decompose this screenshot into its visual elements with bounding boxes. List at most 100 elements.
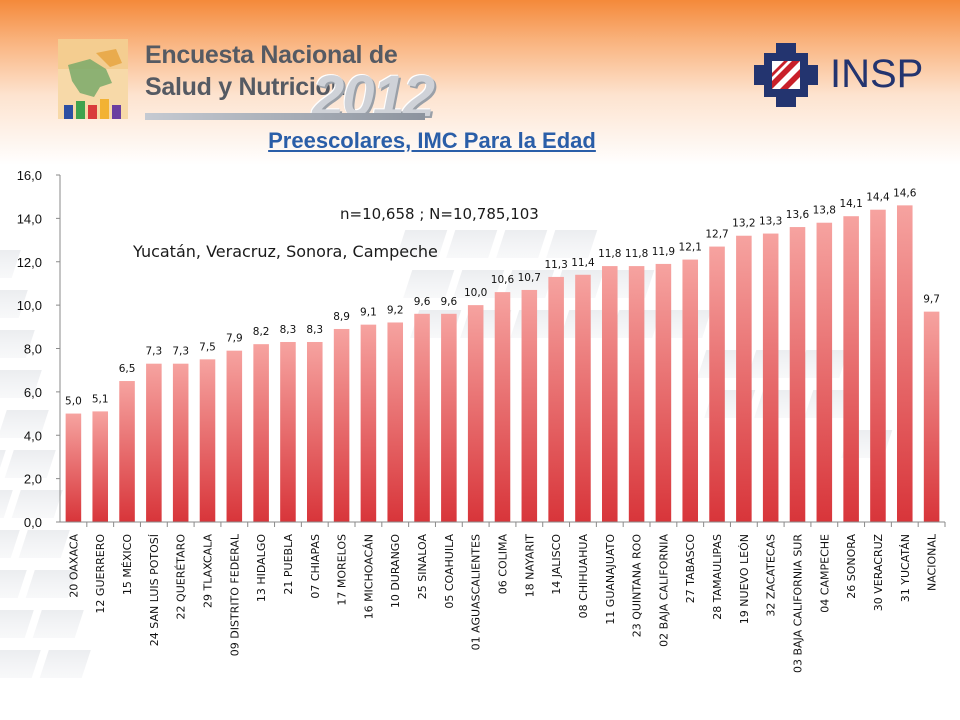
category-label: 22 QUERÉTARO — [175, 534, 188, 620]
data-label: 14,4 — [866, 192, 890, 204]
data-label: 9,2 — [387, 304, 404, 316]
data-label: 6,5 — [119, 363, 136, 375]
bar — [843, 216, 859, 523]
bar-series: 5,0 5,1 6,5 7,3 7,3 7,5 7,9 8,2 8,3 8,3 8,9 9,1 9,2 9… — [65, 187, 940, 523]
data-label: 11,4 — [571, 257, 595, 269]
bar — [655, 263, 672, 522]
bar — [65, 413, 82, 522]
sample-size-note: n=10,658 ; N=10,785,103 — [340, 205, 539, 223]
bar — [736, 235, 752, 522]
category-label: 16 MICHOACÁN — [362, 534, 375, 619]
category-label: 30 VERACRUZ — [872, 534, 885, 612]
bar — [628, 266, 645, 522]
data-label: 11,8 — [625, 248, 648, 260]
bar — [146, 363, 162, 522]
category-label: 10 DURANGO — [389, 534, 402, 608]
data-label: 8,3 — [306, 324, 323, 336]
category-label: 23 QUINTANA ROO — [631, 534, 644, 638]
category-label: 19 NUEVO LEÓN — [738, 534, 751, 624]
insp-wordmark: INSP — [830, 52, 924, 96]
bar — [601, 266, 618, 522]
bar — [199, 359, 216, 522]
data-label: 13,3 — [759, 216, 782, 228]
data-label: 13,6 — [786, 209, 810, 221]
category-label: 13 HIDALGO — [255, 534, 268, 602]
data-label: 12,7 — [705, 229, 728, 241]
category-label: 14 JALISCO — [550, 534, 563, 595]
data-label: 10,0 — [464, 287, 487, 299]
bar — [306, 341, 323, 522]
y-axis: 0,0 2,0 4,0 6,0 8,0 10,0 12,0 14,0 16,0 — [17, 168, 61, 530]
category-label: 17 MORELOS — [336, 534, 349, 606]
category-label: 01 AGUASCALIENTES — [470, 534, 483, 650]
category-label: 25 SINALOA — [416, 534, 429, 600]
survey-title-line2: Salud y Nutrición — [145, 73, 346, 101]
category-label: 24 SAN LUIS POTOSÍ — [148, 534, 161, 646]
chart-title: Preescolares, IMC Para la Edad — [268, 128, 596, 153]
category-label: 20 OAXACA — [67, 534, 80, 598]
logo-underbar — [145, 113, 425, 120]
insp-emblem-icon — [754, 43, 818, 107]
bar — [92, 411, 109, 522]
bar — [467, 305, 484, 522]
bar — [789, 227, 806, 523]
y-tick-label: 10,0 — [17, 298, 42, 313]
category-label: 12 GUERRERO — [94, 534, 107, 614]
bar — [253, 344, 269, 522]
bar — [414, 313, 430, 522]
data-label: 7,5 — [199, 341, 216, 353]
bar — [575, 274, 591, 522]
data-label: 8,2 — [253, 326, 270, 338]
data-label: 9,6 — [441, 296, 458, 308]
bar — [548, 276, 564, 522]
category-label: 02 BAJA CALIFORNIA — [657, 534, 670, 647]
bar — [360, 324, 377, 522]
category-label: 11 GUANAJUATO — [604, 534, 617, 625]
y-tick-label: 6,0 — [24, 385, 42, 400]
bar — [119, 381, 135, 522]
data-label: 10,7 — [518, 272, 541, 284]
category-label: 26 SONORA — [845, 534, 858, 599]
y-tick-label: 14,0 — [17, 211, 42, 226]
data-label: 5,1 — [92, 393, 109, 405]
ensanut-logo: Encuesta Nacional de Salud y Nutrición 2… — [50, 35, 435, 130]
category-label: 08 CHIHUAHUA — [577, 534, 590, 619]
bar — [923, 311, 940, 522]
y-tick-label: 2,0 — [24, 472, 42, 487]
category-label: 32 ZACATECAS — [765, 534, 778, 617]
category-label: 15 MÉXICO — [121, 534, 134, 595]
bar — [896, 205, 913, 523]
data-label: 9,7 — [923, 294, 940, 306]
category-label: 06 COLIMA — [497, 534, 510, 595]
category-label: 21 PUEBLA — [282, 534, 295, 595]
bar — [762, 233, 779, 522]
category-label: NACIONAL — [926, 533, 939, 591]
data-label: 7,9 — [226, 333, 243, 345]
survey-title-line1: Encuesta Nacional de — [145, 41, 398, 69]
y-tick-label: 0,0 — [24, 515, 42, 530]
highlighted-states-note: Yucatán, Veracruz, Sonora, Campeche — [133, 242, 438, 261]
bar — [387, 322, 404, 522]
data-label: 5,0 — [65, 396, 82, 408]
data-label: 7,3 — [146, 346, 163, 358]
data-label: 9,6 — [414, 296, 431, 308]
data-label: 11,3 — [544, 259, 567, 271]
data-label: 14,1 — [839, 198, 862, 210]
ensanut-emblem-icon — [58, 39, 128, 119]
category-label: 05 COAHUILA — [443, 534, 456, 609]
bar — [333, 328, 350, 522]
bar — [682, 259, 699, 522]
category-label: 28 TAMAULIPAS — [711, 534, 724, 620]
insp-logo: INSP — [748, 40, 928, 110]
category-label: 09 DISTRITO FEDERAL — [228, 533, 241, 656]
category-label: 18 NAYARIT — [523, 534, 536, 598]
category-label: 31 YUCATÁN — [899, 534, 912, 602]
data-label: 13,2 — [732, 218, 755, 230]
y-tick-label: 16,0 — [17, 168, 42, 183]
data-label: 8,3 — [280, 324, 297, 336]
bar — [709, 246, 725, 522]
bar — [870, 209, 886, 522]
category-label: 29 TLAXCALA — [202, 534, 215, 608]
bar — [494, 292, 511, 522]
